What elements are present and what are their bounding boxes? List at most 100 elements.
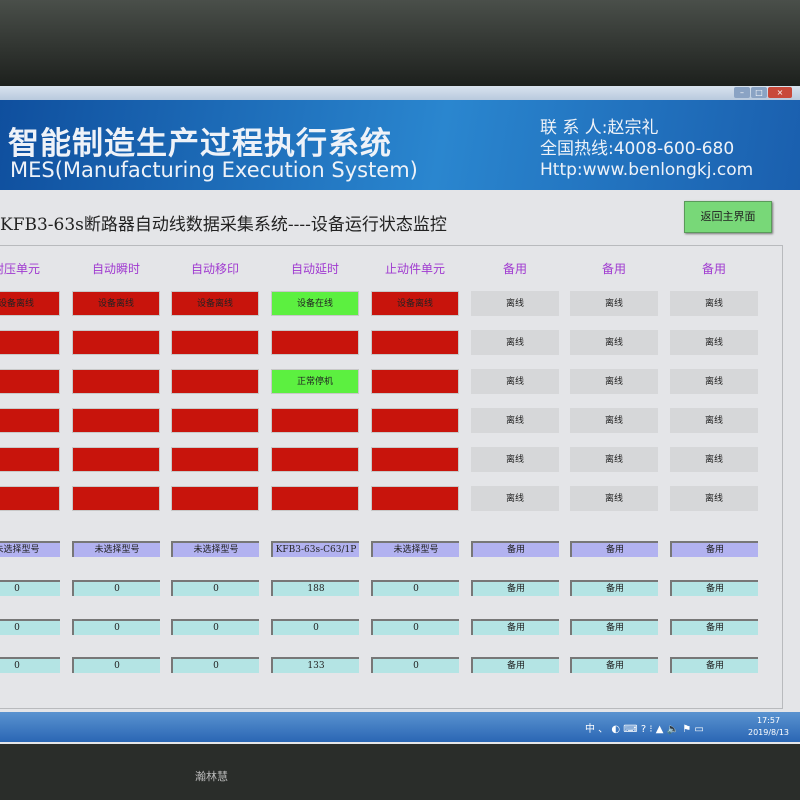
status-cell: 正常停机 — [271, 369, 359, 394]
status-cell: 离线 — [471, 369, 559, 394]
value-field[interactable]: 备用 — [471, 580, 559, 596]
status-cell: 离线 — [670, 330, 758, 355]
model-field[interactable]: 未选择型号 — [371, 541, 459, 557]
value-field[interactable]: 备用 — [670, 580, 758, 596]
system-tray[interactable]: 中 、 ◐ ⌨ ? ⁝ ▲ 🔈 ⚑ ▭ — [585, 724, 704, 735]
status-cell: 离线 — [471, 447, 559, 472]
value-field[interactable]: 0 — [171, 657, 259, 673]
status-cell: 离线 — [471, 486, 559, 511]
value-field[interactable]: 0 — [0, 619, 60, 635]
model-field[interactable]: 未选择型号 — [72, 541, 160, 557]
value-field[interactable]: 0 — [371, 619, 459, 635]
status-cell — [0, 408, 60, 433]
model-field[interactable]: KFB3-63s-C63/1P — [271, 541, 359, 557]
model-field[interactable]: 未选择型号 — [0, 541, 60, 557]
status-cell: 离线 — [570, 330, 658, 355]
app-title: 智能制造生产过程执行系统 — [8, 126, 392, 162]
status-cell — [171, 330, 259, 355]
screen: – □ × 智能制造生产过程执行系统 MES(Manufacturing Exe… — [0, 86, 800, 744]
status-cell — [72, 486, 160, 511]
value-field[interactable]: 0 — [171, 619, 259, 635]
value-field[interactable]: 188 — [271, 580, 359, 596]
column-header: 自动瞬时 — [91, 262, 140, 276]
status-cell — [371, 369, 459, 394]
status-cell: 设备离线 — [72, 291, 160, 316]
close-button[interactable]: × — [768, 87, 792, 98]
status-cell — [371, 408, 459, 433]
value-field[interactable]: 133 — [271, 657, 359, 673]
status-cell: 设备在线 — [271, 291, 359, 316]
status-cell — [72, 408, 160, 433]
model-field[interactable]: 备用 — [670, 541, 758, 557]
clock-date: 2019/8/13 — [748, 728, 790, 737]
column-header: 备用 — [601, 262, 626, 276]
monitor-panel — [0, 245, 783, 709]
clock-time: 17:57 — [756, 716, 781, 725]
status-cell — [0, 486, 60, 511]
status-cell: 离线 — [670, 486, 758, 511]
model-field[interactable]: 备用 — [570, 541, 658, 557]
contact-person: 联 系 人:赵宗礼 — [540, 118, 659, 138]
status-cell — [371, 447, 459, 472]
value-field[interactable]: 0 — [72, 619, 160, 635]
value-field[interactable]: 0 — [271, 619, 359, 635]
value-field[interactable]: 备用 — [570, 619, 658, 635]
value-field[interactable]: 备用 — [471, 619, 559, 635]
status-cell — [271, 408, 359, 433]
value-field[interactable]: 0 — [72, 580, 160, 596]
website: Http:www.benlongkj.com — [540, 160, 754, 180]
column-header: 止动件单元 — [384, 262, 445, 276]
value-field[interactable]: 备用 — [670, 657, 758, 673]
status-cell: 离线 — [670, 447, 758, 472]
status-cell: 离线 — [471, 291, 559, 316]
monitor-bezel — [0, 0, 800, 88]
status-cell — [72, 369, 160, 394]
status-cell: 设备离线 — [171, 291, 259, 316]
status-cell: 离线 — [570, 369, 658, 394]
value-field[interactable]: 0 — [0, 580, 60, 596]
maximize-button[interactable]: □ — [751, 87, 767, 98]
value-field[interactable]: 0 — [171, 580, 259, 596]
column-header: 自动移印 — [190, 262, 239, 276]
value-field[interactable]: 0 — [72, 657, 160, 673]
status-cell: 离线 — [670, 291, 758, 316]
status-cell — [171, 408, 259, 433]
status-cell — [171, 369, 259, 394]
status-cell — [371, 330, 459, 355]
column-header: 自动延时 — [290, 262, 339, 276]
status-cell — [171, 447, 259, 472]
value-field[interactable]: 备用 — [670, 619, 758, 635]
contact-info: 联 系 人:赵宗礼 全国热线:4008-600-680 Http:www.ben… — [540, 118, 753, 181]
status-cell — [271, 330, 359, 355]
status-cell — [0, 330, 60, 355]
model-field[interactable]: 备用 — [471, 541, 559, 557]
status-cell — [271, 486, 359, 511]
taskbar: 中 、 ◐ ⌨ ? ⁝ ▲ 🔈 ⚑ ▭ 17:57 2019/8/13 — [0, 712, 800, 742]
value-field[interactable]: 0 — [0, 657, 60, 673]
column-header: 备用 — [502, 262, 527, 276]
value-field[interactable]: 备用 — [570, 657, 658, 673]
status-cell — [72, 330, 160, 355]
minimize-button[interactable]: – — [734, 87, 750, 98]
back-to-main-button[interactable]: 返回主界面 — [684, 201, 772, 233]
monitor-brand-logo: 瀚林慧 — [195, 770, 228, 783]
value-field[interactable]: 0 — [371, 580, 459, 596]
header-banner: 智能制造生产过程执行系统 MES(Manufacturing Execution… — [0, 100, 800, 190]
clock[interactable]: 17:57 2019/8/13 — [748, 715, 789, 739]
value-field[interactable]: 备用 — [471, 657, 559, 673]
status-cell — [371, 486, 459, 511]
column-header: 耐压单元 — [0, 262, 40, 276]
column-header: 备用 — [701, 262, 726, 276]
status-cell — [171, 486, 259, 511]
hotline: 全国热线:4008-600-680 — [540, 139, 735, 159]
model-field[interactable]: 未选择型号 — [171, 541, 259, 557]
status-cell — [0, 447, 60, 472]
status-cell: 离线 — [670, 408, 758, 433]
status-cell: 离线 — [570, 447, 658, 472]
status-cell: 离线 — [570, 486, 658, 511]
status-cell: 离线 — [570, 291, 658, 316]
value-field[interactable]: 备用 — [570, 580, 658, 596]
value-field[interactable]: 0 — [371, 657, 459, 673]
app-subtitle: MES(Manufacturing Execution System) — [10, 158, 418, 182]
status-cell — [72, 447, 160, 472]
